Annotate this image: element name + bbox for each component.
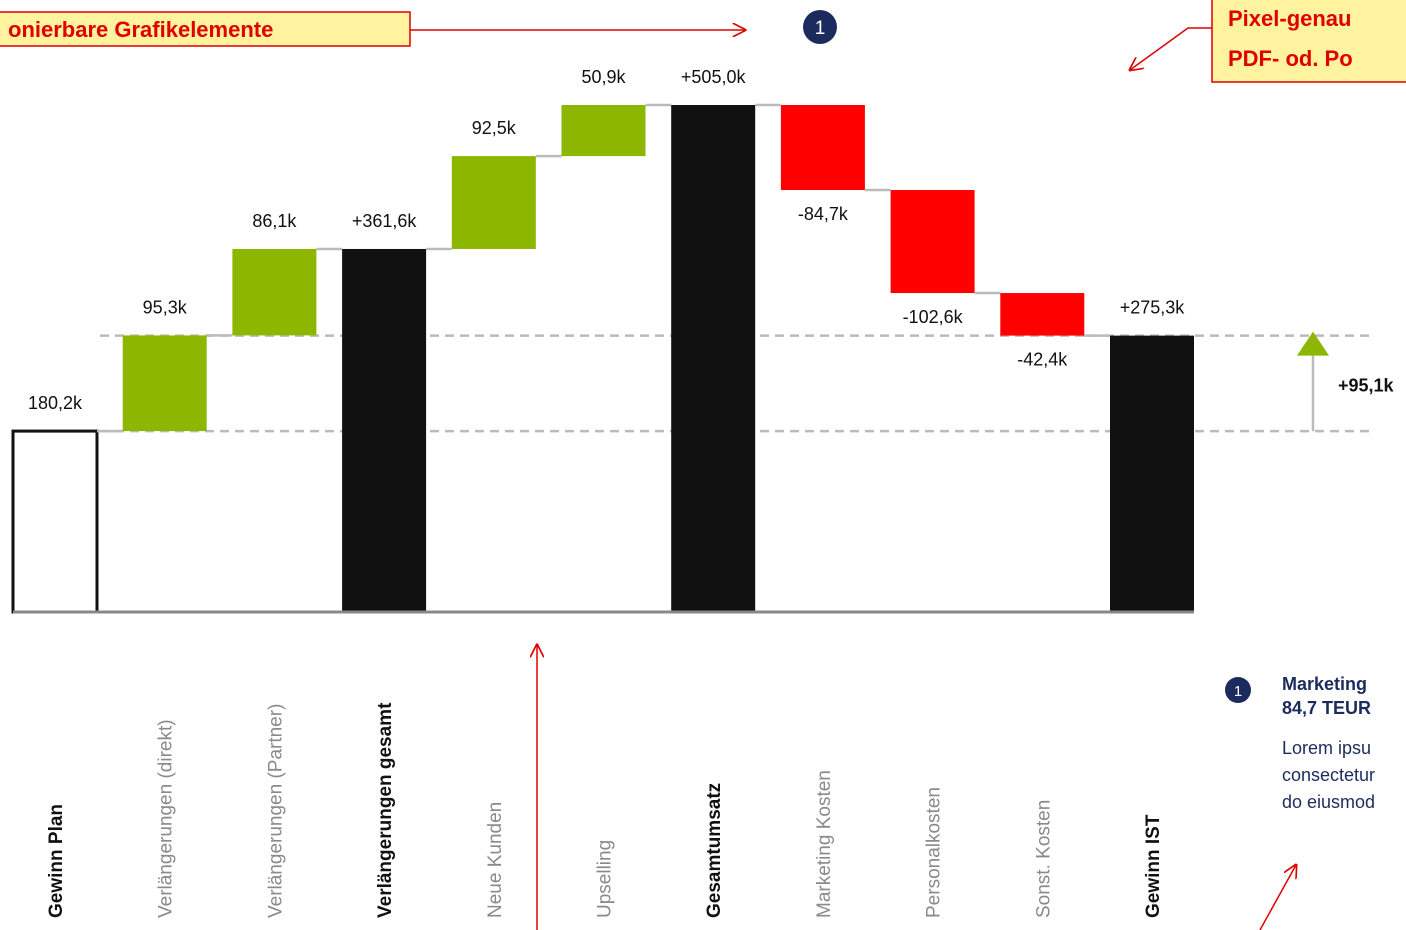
- x-tick-label: Marketing Kosten: [814, 770, 835, 918]
- delta-label: +95,1k: [1338, 375, 1395, 395]
- data-label: +275,3k: [1120, 298, 1186, 318]
- x-tick-label: Verlängerungen (direkt): [156, 719, 177, 918]
- data-label: -102,6k: [903, 307, 964, 327]
- bar: [122, 335, 207, 432]
- bar: [890, 190, 975, 294]
- data-label: -42,4k: [1017, 350, 1068, 370]
- note-text: consectetur: [1282, 765, 1375, 785]
- bar: [1110, 335, 1194, 612]
- data-label: 180,2k: [28, 393, 83, 413]
- bar: [1000, 293, 1085, 336]
- x-tick-label: Gewinn IST: [1143, 814, 1164, 918]
- data-label: 86,1k: [252, 211, 297, 231]
- bar: [342, 248, 427, 612]
- data-label: 95,3k: [143, 297, 188, 317]
- bar: [671, 105, 756, 612]
- marker-label: 1: [815, 18, 826, 39]
- data-label: +505,0k: [681, 67, 747, 87]
- bar: [232, 248, 317, 336]
- x-tick-label: Sonst. Kosten: [1033, 800, 1054, 918]
- marker-label: 1: [1234, 683, 1242, 700]
- data-label: 50,9k: [581, 67, 626, 87]
- annotation-text: onierbare Grafikelemente: [8, 17, 273, 42]
- bar: [561, 105, 646, 157]
- note-title: 84,7 TEUR: [1282, 698, 1371, 718]
- x-tick-label: Verlängerungen gesamt: [375, 702, 396, 918]
- data-label: +361,6k: [352, 211, 418, 231]
- delta-arrow-head: [1297, 331, 1329, 356]
- annotation-box: [0, 11, 411, 47]
- x-tick-label: Upselling: [595, 840, 616, 918]
- data-label: 92,5k: [472, 118, 517, 138]
- data-label: -84,7k: [798, 204, 849, 224]
- annotation-box: [1211, 0, 1406, 83]
- bar: [451, 156, 536, 249]
- x-tick-label: Gewinn Plan: [46, 804, 67, 918]
- bar: [11, 429, 99, 614]
- bar: [780, 105, 865, 191]
- note-text: do eiusmod: [1282, 792, 1375, 812]
- annotation-text: Pixel-genau: [1228, 6, 1351, 31]
- x-tick-label: Verlängerungen (Partner): [265, 704, 286, 918]
- annotation-arrow: [1259, 865, 1296, 930]
- marker: [803, 10, 837, 44]
- annotation-arrow: [1130, 27, 1212, 70]
- x-tick-label: Gesamtumsatz: [704, 783, 725, 918]
- x-tick-label: Personalkosten: [924, 787, 945, 918]
- annotation-text: PDF- od. Po: [1228, 46, 1353, 71]
- x-tick-label: Neue Kunden: [485, 802, 506, 918]
- note-text: Lorem ipsu: [1282, 738, 1371, 758]
- note-title: Marketing: [1282, 674, 1367, 694]
- marker: [1225, 677, 1251, 703]
